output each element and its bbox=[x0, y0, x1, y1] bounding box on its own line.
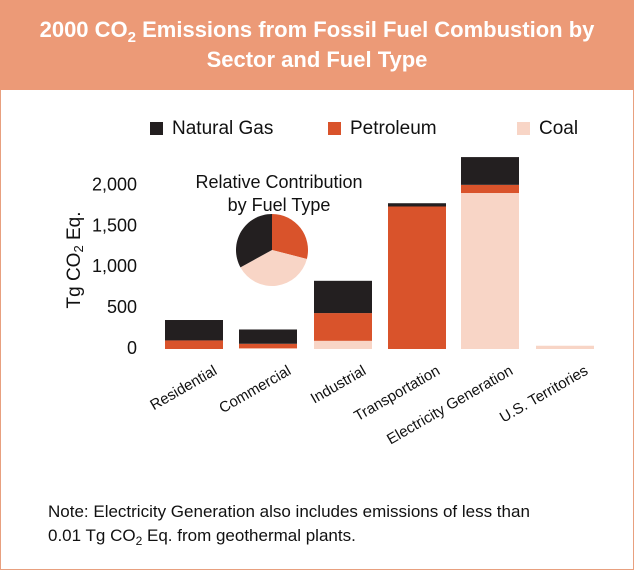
y-tick-label: 2,000 bbox=[92, 174, 137, 194]
bar-segment bbox=[314, 280, 372, 314]
bar-segment bbox=[239, 348, 297, 349]
legend-label: Petroleum bbox=[350, 118, 437, 139]
title-part: Emissions from Fossil Fuel Combustion by… bbox=[136, 17, 595, 72]
bar-segment bbox=[165, 320, 223, 341]
bar-segment bbox=[461, 193, 519, 349]
x-tick-label: Industrial bbox=[308, 362, 369, 407]
y-label-part: Tg CO bbox=[64, 253, 85, 309]
legend-swatch bbox=[328, 122, 341, 135]
title-part: 2000 CO bbox=[39, 17, 128, 42]
chart-title: 2000 CO2 Emissions from Fossil Fuel Comb… bbox=[17, 15, 617, 75]
bar-segment bbox=[461, 184, 519, 194]
note-part: Note: Electricity Generation also includ… bbox=[48, 502, 530, 545]
x-tick-label: Residential bbox=[147, 362, 220, 414]
y-tick-label: 1,000 bbox=[92, 256, 137, 276]
bar-segment bbox=[165, 340, 223, 349]
pie-slice bbox=[240, 250, 307, 286]
legend-swatch bbox=[517, 122, 530, 135]
bar-segment bbox=[388, 203, 446, 207]
note: Note: Electricity Generation also includ… bbox=[48, 500, 548, 548]
pie-title: by Fuel Type bbox=[228, 195, 331, 215]
chart: Tg CO2 Eq. 0 500 1,000 1,500 2,000 Natural Ga… bbox=[64, 118, 594, 448]
legend-swatch bbox=[150, 122, 163, 135]
title-sub: 2 bbox=[127, 29, 136, 46]
pie-title: Relative Contribution bbox=[195, 172, 362, 192]
bar-segment bbox=[388, 206, 446, 349]
note-sub: 2 bbox=[135, 534, 143, 548]
x-tick-label: Electricity Generation bbox=[384, 362, 516, 448]
x-tick-label: Commercial bbox=[216, 362, 294, 417]
bar-segment bbox=[461, 157, 519, 185]
y-tick-label: 0 bbox=[127, 338, 137, 358]
y-tick-label: 500 bbox=[107, 297, 137, 317]
y-tick-label: 1,500 bbox=[92, 215, 137, 235]
bar-segment bbox=[239, 329, 297, 344]
y-label-part: Eq. bbox=[64, 212, 85, 246]
y-axis-label: Tg CO2 Eq. bbox=[64, 212, 86, 309]
bar-segment bbox=[239, 343, 297, 349]
y-label-sub: 2 bbox=[71, 245, 86, 252]
pie-slice bbox=[235, 214, 272, 268]
note-part: Eq. from geothermal plants. bbox=[142, 526, 356, 545]
legend-label: Coal bbox=[539, 118, 578, 139]
legend-label: Natural Gas bbox=[172, 118, 273, 139]
bar-segment bbox=[314, 340, 372, 349]
pie-slice bbox=[272, 214, 308, 259]
bar-segment bbox=[536, 345, 594, 349]
header: 2000 CO2 Emissions from Fossil Fuel Comb… bbox=[0, 0, 634, 90]
bar-segment bbox=[314, 313, 372, 341]
